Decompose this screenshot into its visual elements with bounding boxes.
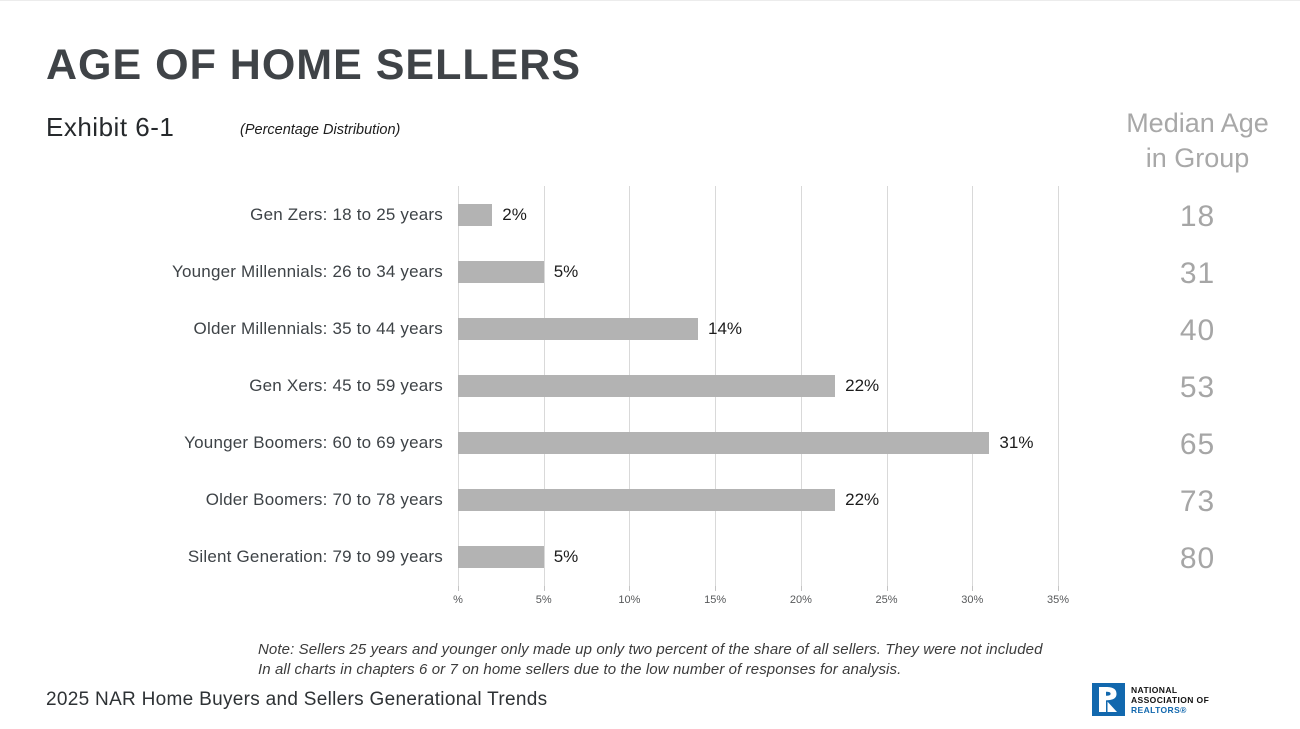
bar: [458, 203, 493, 226]
bar-value-label: 2%: [502, 204, 527, 224]
category-label: Older Boomers: 70 to 78 years: [205, 490, 443, 510]
median-age-header-line1: Median Age: [1126, 108, 1269, 138]
gridline: [1058, 186, 1059, 586]
bar: [458, 375, 836, 397]
category-label: Older Millennials: 35 to 44 years: [193, 318, 443, 338]
category-label: Younger Boomers: 60 to 69 years: [184, 433, 443, 453]
median-ages-column: 18 31 40 53 65 73 80: [1140, 188, 1255, 588]
chart-note-line1: Note: Sellers 25 years and younger only …: [258, 641, 1043, 658]
x-tick-mark: [458, 586, 459, 591]
median-age-value: 53: [1179, 370, 1216, 404]
gridline: [972, 186, 974, 586]
median-age-value: 31: [1179, 256, 1216, 290]
x-tick-mark: [972, 586, 974, 591]
nar-logo-text: NATIONAL ASSOCIATION OF REALTORS®: [1131, 685, 1209, 715]
bar-value-label: 5%: [553, 547, 579, 567]
bar: [458, 546, 544, 569]
x-tick-mark: [715, 586, 717, 591]
category-label: Gen Zers: 18 to 25 years: [250, 204, 443, 224]
median-age-header: Median Age in Group: [1085, 106, 1300, 176]
x-tick-label: 10%: [618, 594, 641, 606]
bar-value-label: 22%: [845, 490, 880, 510]
x-axis: % 5% 10% 15% 20% 25% 30% 35%: [453, 586, 1069, 608]
nar-logo-line1: NATIONAL: [1131, 684, 1178, 695]
x-tick-label: 15%: [704, 594, 727, 606]
x-tick-label: %: [453, 594, 463, 606]
bar: [458, 260, 544, 283]
chart-note: Note: Sellers 25 years and younger only …: [258, 640, 1058, 680]
x-tick-label: 5%: [535, 594, 552, 606]
gridline: [886, 186, 888, 586]
nar-logo-r-icon: [1092, 683, 1125, 716]
bar-value-label: 14%: [708, 318, 743, 338]
x-tick-mark: [800, 586, 802, 591]
chart-subtitle: (Percentage Distribution): [240, 122, 401, 138]
bar: [458, 432, 990, 455]
nar-logo-line2: ASSOCIATION OF: [1131, 694, 1210, 705]
median-age-value: 40: [1179, 313, 1216, 347]
nar-logo: NATIONAL ASSOCIATION OF REALTORS®: [1092, 683, 1209, 716]
x-tick-label: 30%: [961, 594, 984, 606]
category-label: Gen Xers: 45 to 59 years: [249, 375, 443, 395]
bar-value-label: 22%: [845, 376, 880, 395]
x-tick-mark: [1058, 586, 1059, 591]
page-title: AGE OF HOME SELLERS: [46, 41, 582, 89]
chart-note-line2: In all charts in chapters 6 or 7 on home…: [258, 661, 902, 678]
x-tick-label: 25%: [875, 594, 898, 606]
category-label: Silent Generation: 79 to 99 years: [187, 547, 443, 567]
x-tick-mark: [629, 586, 631, 591]
category-labels-column: Gen Zers: 18 to 25 years Younger Millenni…: [40, 186, 443, 586]
bar: [458, 317, 698, 340]
nar-logo-line3: REALTORS®: [1131, 704, 1187, 715]
x-tick-mark: [543, 586, 545, 591]
median-age-value: 73: [1179, 485, 1216, 519]
bar-value-label: 31%: [999, 433, 1034, 453]
plot-area: 2% 5% 14% 22% 31% 22% 5%: [458, 186, 1059, 586]
x-tick-label: 35%: [1046, 594, 1070, 606]
median-age-value: 65: [1179, 428, 1216, 462]
median-age-header-line2: in Group: [1145, 143, 1250, 173]
median-age-value: 18: [1179, 199, 1216, 233]
bar-value-label: 5%: [553, 261, 579, 281]
x-tick-mark: [886, 586, 888, 591]
category-label: Younger Millennials: 26 to 34 years: [172, 261, 443, 281]
x-tick-label: 20%: [789, 594, 812, 606]
median-age-value: 80: [1179, 542, 1216, 576]
exhibit-label: Exhibit 6-1: [46, 112, 175, 142]
bar: [458, 489, 836, 512]
source-text: 2025 NAR Home Buyers and Sellers Generat…: [46, 689, 548, 710]
